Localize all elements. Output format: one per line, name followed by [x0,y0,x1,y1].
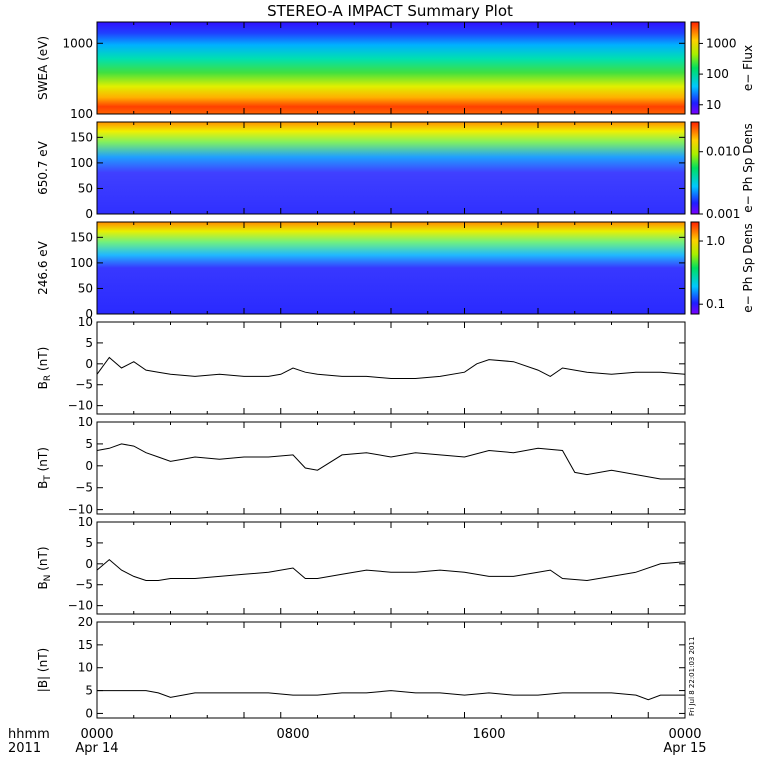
panel-btot-frame [96,621,686,719]
y-tick-label: 20 [78,615,93,629]
colorbar-label: e− Flux [741,45,755,91]
y-tick-label: 15 [78,638,93,652]
x-tick-label: 0800 [276,727,309,742]
y-axis-label: SWEA (eV) [36,36,50,100]
y-tick-label: 150 [70,230,93,244]
series-line [96,443,685,480]
colorbar-swea [690,21,700,115]
panel-246 [96,221,686,315]
y-tick-label: 0 [85,459,93,473]
colorbar-650 [690,121,700,215]
panel-br-frame [96,321,686,415]
colorbar-label: e− Ph Sp Dens [741,223,755,312]
y-tick-label: 5 [85,336,93,350]
y-tick-label: 10 [78,515,93,529]
y-tick-label: −5 [75,481,93,495]
colorbar-tick-label: 0.1 [706,297,725,311]
y-tick-label: 100 [70,256,93,270]
y-axis-label: 650.7 eV [36,140,50,195]
colorbar-tick-label: 0.010 [706,145,740,159]
heatmap-650 [97,122,685,214]
series-line [96,558,686,582]
y-tick-label: 100 [70,107,93,121]
y-tick-label: 10 [78,315,93,329]
y-tick-label: 50 [78,181,93,195]
y-tick-label: −10 [68,399,93,413]
colorbar-tick-label: 0.001 [706,207,740,221]
y-tick-label: −5 [75,378,93,392]
time-axis-left-label-1: hhmm [8,727,50,742]
x-tick-label: 0000 [80,727,113,742]
y-tick-label: 5 [85,684,93,698]
panel-bt-frame [96,421,686,515]
y-axis-label: BN (nT) [36,546,53,589]
colorbar-label: e− Ph Sp Dens [741,123,755,212]
side-stamp: Fri Jul 8 22:01:03 2011 [688,637,696,716]
y-axis-label: 246.6 eV [36,240,50,295]
y-tick-label: 10 [78,661,93,675]
y-tick-label: 50 [78,281,93,295]
y-tick-label: 10 [78,415,93,429]
y-tick-label: −10 [68,503,93,517]
x-tick-label: 0000 [668,727,701,742]
y-axis-label: |B| (nT) [36,648,50,692]
colorbar-tick-label: 100 [706,67,729,81]
heatmap-swea [97,22,685,114]
y-tick-label: −5 [75,578,93,592]
y-axis-label: BT (nT) [36,447,53,489]
y-tick-label: 0 [85,207,93,221]
panel-swea [96,21,686,115]
x-tick-sublabel: Apr 14 [75,741,118,756]
y-tick-label: 1000 [62,36,93,50]
plot-title: STEREO-A IMPACT Summary Plot [267,2,513,20]
panel-650 [96,121,686,215]
heatmap-246 [97,222,685,314]
series-line [96,356,686,379]
colorbar-tick-label: 1000 [706,36,737,50]
y-tick-label: 5 [85,536,93,550]
time-axis-left-label-2: 2011 [8,741,41,756]
y-tick-label: −10 [68,599,93,613]
y-tick-label: 0 [85,307,93,321]
x-tick-label: 1600 [472,727,505,742]
y-axis-label: BR (nT) [36,347,53,390]
y-tick-label: 0 [85,357,93,371]
colorbar-tick-label: 1.0 [706,234,725,248]
y-tick-label: 100 [70,156,93,170]
y-tick-label: 150 [70,130,93,144]
colorbar-tick-label: 10 [706,98,721,112]
y-tick-label: 0 [85,557,93,571]
y-tick-label: 5 [85,437,93,451]
series-line [97,690,685,701]
x-tick-sublabel: Apr 15 [663,741,706,756]
y-tick-label: 0 [85,706,93,720]
colorbar-246 [690,221,700,315]
panel-bn-frame [96,521,686,615]
